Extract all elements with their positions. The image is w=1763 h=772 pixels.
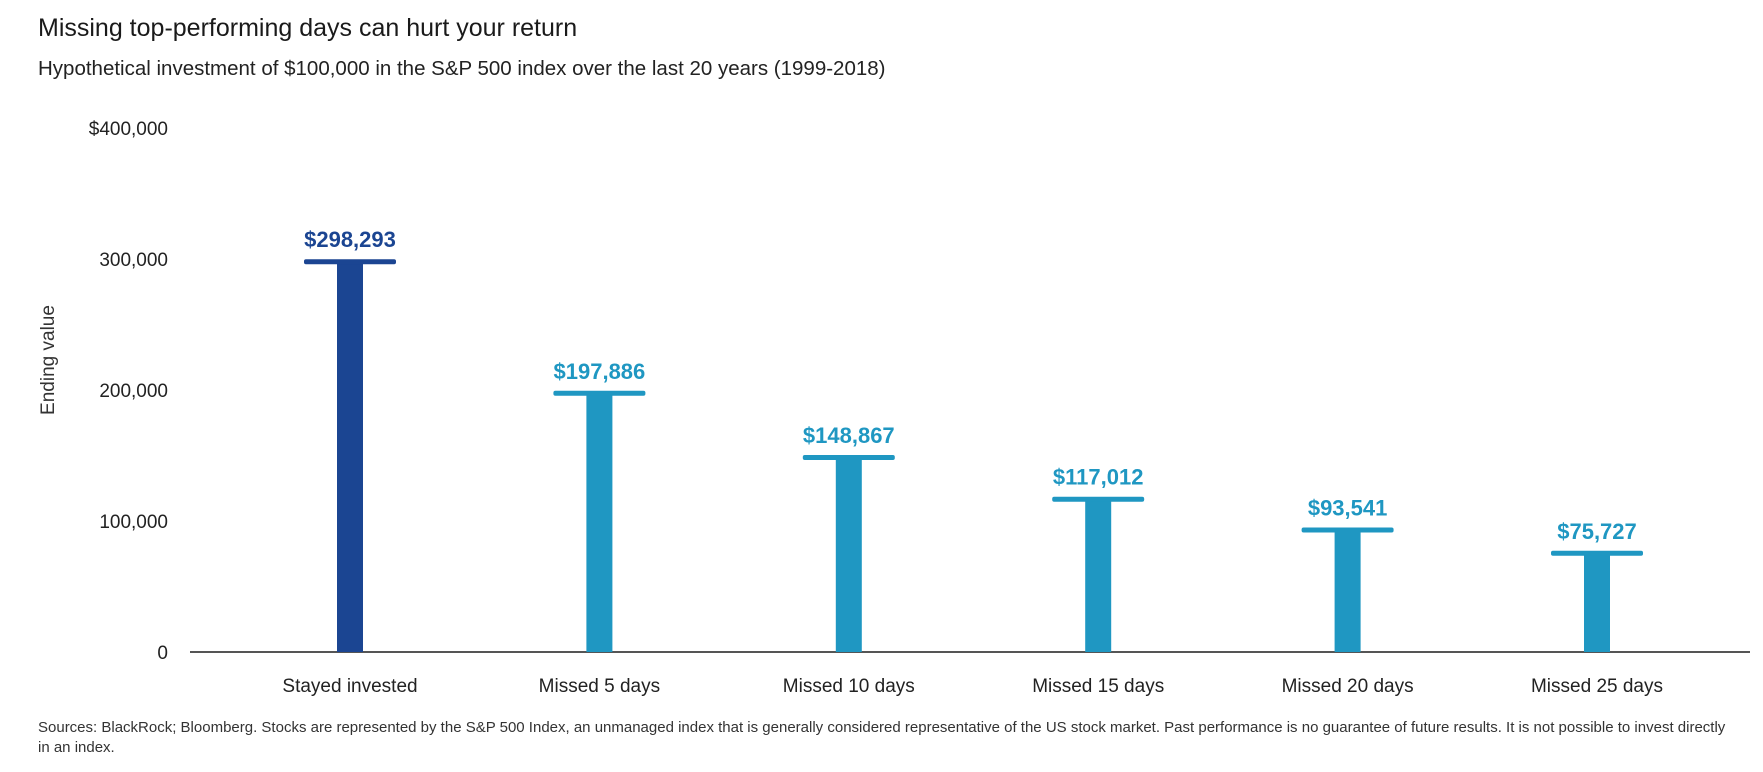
bar xyxy=(337,261,363,652)
bar-chart: 0 100,000 200,000 300,000 $400,000 Ending val… xyxy=(38,119,1750,697)
bar xyxy=(586,392,613,652)
data-label: $93,541 xyxy=(1308,495,1388,520)
y-tick-label: 0 xyxy=(157,643,168,664)
chart-title: Missing top-performing days can hurt you… xyxy=(38,14,578,42)
source-note: Sources: BlackRock; Bloomberg. Stocks ar… xyxy=(38,719,1726,756)
x-tick-label: Missed 5 days xyxy=(539,676,660,697)
bar xyxy=(1584,552,1610,652)
data-label: $298,293 xyxy=(304,227,396,252)
data-label: $75,727 xyxy=(1557,519,1637,544)
bar-cap xyxy=(1301,527,1394,533)
data-label: $148,867 xyxy=(803,423,895,448)
y-tick-label: 300,000 xyxy=(99,250,168,271)
y-tick-label: $400,000 xyxy=(89,119,168,140)
chart-subtitle: Hypothetical investment of $100,000 in t… xyxy=(38,57,886,80)
x-tick-label: Missed 10 days xyxy=(783,676,915,697)
x-tick-label: Missed 25 days xyxy=(1531,676,1663,697)
bar-cap xyxy=(802,454,895,460)
bar xyxy=(1334,529,1361,652)
y-axis-label: Ending value xyxy=(38,305,59,415)
bar-cap xyxy=(1052,496,1145,502)
x-tick-label: Missed 15 days xyxy=(1032,676,1164,697)
bar-cap xyxy=(304,259,396,265)
bar-cap xyxy=(553,390,646,396)
data-label: $117,012 xyxy=(1053,465,1144,490)
bar xyxy=(1085,498,1112,652)
y-tick-label: 200,000 xyxy=(99,381,168,402)
x-tick-label: Stayed invested xyxy=(282,676,417,697)
data-label: $197,886 xyxy=(554,359,646,384)
y-tick-label: 100,000 xyxy=(99,512,168,533)
x-tick-label: Missed 20 days xyxy=(1282,676,1414,697)
bar-cap xyxy=(1551,550,1643,556)
bar xyxy=(835,456,862,652)
